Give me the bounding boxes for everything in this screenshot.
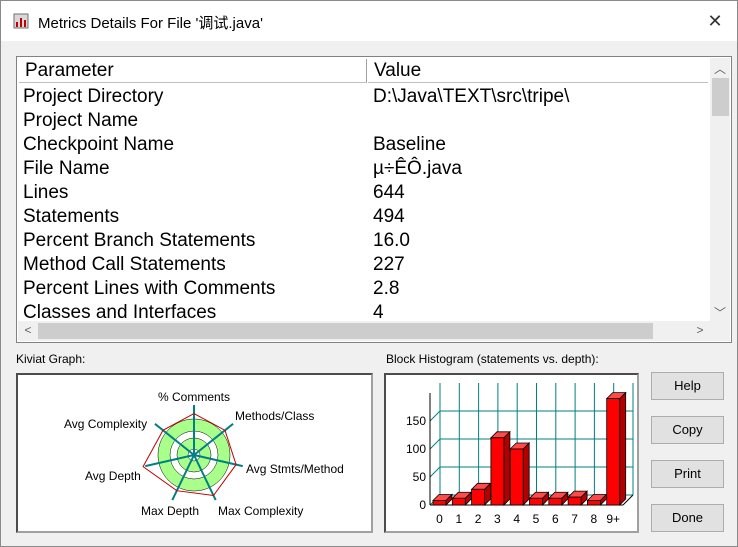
table-row-parameter[interactable]: Lines (23, 182, 69, 203)
done-button[interactable]: Done (651, 504, 724, 532)
horizontal-scroll-thumb[interactable] (38, 323, 653, 339)
histogram-bar (567, 496, 582, 506)
table-row-value[interactable]: 227 (373, 254, 405, 275)
copy-button[interactable]: Copy (651, 416, 724, 444)
table-row-value[interactable]: µ÷ÊÔ.java (373, 158, 462, 179)
scroll-up-icon[interactable]: ︿ (713, 62, 726, 76)
table-row-value[interactable]: 2.8 (373, 278, 400, 299)
table-row-value[interactable]: D:\Java\TEXT\src\tripe\ (373, 86, 570, 107)
vertical-scrollbar[interactable]: ︿ ﹀ (710, 58, 730, 321)
histogram-y-tick-label: 50 (413, 470, 427, 484)
table-row-value[interactable]: 4 (373, 302, 384, 323)
kiviat-axis-label: Avg Depth (85, 469, 141, 483)
histogram-gridline (429, 410, 441, 422)
histogram-bar-side (619, 391, 627, 506)
kiviat-spoke (193, 454, 217, 501)
metrics-app-icon (13, 13, 29, 29)
window-title: Metrics Details For File '调试.java' (38, 15, 263, 32)
column-header-parameter[interactable]: Parameter (19, 59, 367, 83)
histogram-bar (471, 488, 485, 506)
kiviat-spoke (193, 454, 243, 468)
table-row-parameter[interactable]: File Name (23, 158, 110, 179)
kiviat-axis-label: Avg Complexity (64, 417, 147, 431)
print-button[interactable]: Print (651, 460, 724, 488)
title-bar: Metrics Details For File '调试.java' ✕ (1, 1, 737, 41)
histogram-y-tick-label: 100 (406, 442, 426, 456)
table-row-parameter[interactable]: Method Call Statements (23, 254, 226, 275)
histogram-x-tick-label: 4 (513, 512, 520, 526)
kiviat-spoke (171, 454, 195, 501)
table-row-value[interactable]: Baseline (373, 134, 446, 155)
kiviat-axis-label: Max Depth (141, 504, 199, 518)
horizontal-scrollbar[interactable]: < > (18, 321, 710, 341)
help-button[interactable]: Help (651, 372, 724, 400)
scroll-down-icon[interactable]: ﹀ (713, 306, 726, 320)
histogram-panel: 0 50 100 150 0 1 2 3 4 5 6 7 8 9+ (384, 373, 639, 533)
histogram-bar-side (503, 430, 511, 506)
kiviat-label: Kiviat Graph: (16, 352, 86, 366)
histogram-floor-edge (622, 494, 634, 506)
close-icon[interactable]: ✕ (707, 11, 723, 31)
kiviat-graph: % Comments Methods/Class Avg Stmts/Metho… (64, 390, 344, 518)
scroll-corner (710, 321, 730, 341)
kiviat-graph-panel: % Comments Methods/Class Avg Stmts/Metho… (16, 373, 373, 533)
kiviat-spoke (145, 454, 195, 468)
table-row-parameter[interactable]: Checkpoint Name (23, 134, 175, 155)
kiviat-spoke (193, 423, 234, 456)
histogram-y-tick-label: 150 (406, 414, 426, 428)
histogram-x-tick-label: 0 (436, 512, 443, 526)
table-row-parameter[interactable]: Percent Branch Statements (23, 230, 256, 251)
kiviat-axis-label: Methods/Class (235, 409, 314, 423)
histogram-bar (490, 437, 505, 506)
histogram-x-tick-label: 7 (571, 512, 578, 526)
histogram-bar-side (522, 442, 530, 506)
table-row-parameter[interactable]: Classes and Interfaces (23, 302, 217, 323)
histogram-bar (548, 497, 563, 506)
histogram-bar (606, 398, 621, 506)
table-row-value[interactable]: 16.0 (373, 230, 410, 251)
histogram-gridline (429, 438, 441, 450)
metrics-table[interactable]: Parameter Value Project Directory D:\Java… (16, 56, 732, 343)
kiviat-axis-label: % Comments (158, 390, 230, 404)
kiviat-spoke (154, 423, 195, 456)
histogram-x-tick-label: 6 (552, 512, 559, 526)
histogram-x-tick-label: 5 (533, 512, 540, 526)
histogram-bar (586, 500, 601, 506)
histogram-x-tick-label: 3 (494, 512, 501, 526)
kiviat-metric-polygon (142, 413, 237, 497)
table-row-parameter[interactable]: Project Directory (23, 86, 164, 107)
histogram-x-tick-label: 2 (475, 512, 482, 526)
table-row-parameter[interactable]: Project Name (23, 110, 139, 131)
scroll-right-icon[interactable]: > (696, 323, 704, 337)
table-row-value[interactable]: 494 (373, 206, 405, 227)
column-header-value[interactable]: Value (368, 59, 708, 83)
table-row-parameter[interactable]: Percent Lines with Comments (23, 278, 276, 299)
table-row-parameter[interactable]: Statements (23, 206, 120, 227)
histogram-gridline (429, 466, 441, 478)
histogram-x-tick-label: 8 (591, 512, 598, 526)
histogram-y-tick-label: 0 (419, 498, 426, 512)
histogram-bar (509, 448, 524, 506)
table-row-value[interactable]: 644 (373, 182, 405, 203)
histogram-bar (451, 497, 466, 506)
vertical-scroll-thumb[interactable] (712, 78, 729, 116)
histogram-label: Block Histogram (statements vs. depth): (386, 352, 599, 366)
histogram-bar (432, 500, 447, 506)
scroll-left-icon[interactable]: < (24, 323, 32, 337)
histogram-x-tick-label: 9+ (606, 512, 620, 526)
kiviat-axis-label: Avg Stmts/Method (246, 462, 344, 476)
histogram-bar (529, 497, 543, 506)
kiviat-axis-label: Max Complexity (218, 504, 303, 518)
histogram-x-tick-label: 1 (455, 512, 462, 526)
